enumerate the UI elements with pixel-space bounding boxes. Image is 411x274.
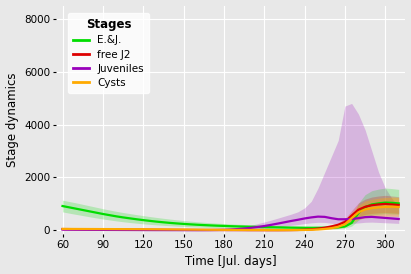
Legend: E.&J., free J2, Juveniles, Cysts: E.&J., free J2, Juveniles, Cysts bbox=[68, 13, 149, 93]
Y-axis label: Stage dynamics: Stage dynamics bbox=[6, 73, 18, 167]
X-axis label: Time [Jul. days]: Time [Jul. days] bbox=[185, 255, 277, 269]
